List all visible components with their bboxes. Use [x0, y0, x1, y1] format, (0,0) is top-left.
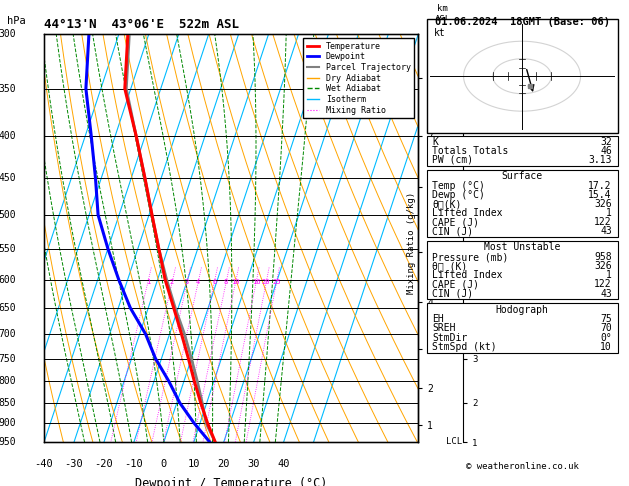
Text: 6: 6	[212, 279, 216, 285]
Text: Dewp (°C): Dewp (°C)	[432, 190, 485, 200]
Text: 700: 700	[0, 329, 16, 339]
Text: 450: 450	[0, 173, 16, 183]
Text: Pressure (mb): Pressure (mb)	[432, 252, 509, 262]
Text: -40: -40	[35, 459, 53, 469]
Text: Temp (°C): Temp (°C)	[432, 181, 485, 191]
Text: Totals Totals: Totals Totals	[432, 146, 509, 156]
Text: 10: 10	[600, 342, 612, 352]
Text: 958: 958	[594, 252, 612, 262]
Text: 17.2: 17.2	[588, 181, 612, 191]
Text: 1: 1	[606, 208, 612, 218]
Bar	[426, 136, 618, 166]
Bar	[426, 241, 618, 299]
Text: 4: 4	[196, 279, 200, 285]
Text: 500: 500	[0, 210, 16, 220]
Text: 3.13: 3.13	[588, 155, 612, 165]
Text: 550: 550	[0, 243, 16, 254]
Text: 8: 8	[224, 279, 228, 285]
Bar	[426, 303, 618, 353]
Text: 950: 950	[0, 437, 16, 447]
Text: -10: -10	[125, 459, 143, 469]
Text: 900: 900	[0, 418, 16, 428]
Text: 44°13'N  43°06'E  522m ASL: 44°13'N 43°06'E 522m ASL	[44, 18, 239, 32]
Text: 122: 122	[594, 279, 612, 289]
Text: CIN (J): CIN (J)	[432, 226, 474, 236]
Text: 326: 326	[594, 261, 612, 271]
Text: 350: 350	[0, 84, 16, 94]
Text: CIN (J): CIN (J)	[432, 289, 474, 298]
Text: Most Unstable: Most Unstable	[484, 243, 560, 252]
Text: 10: 10	[231, 279, 240, 285]
Text: K: K	[432, 137, 438, 147]
Text: 600: 600	[0, 275, 16, 284]
Text: CAPE (J): CAPE (J)	[432, 217, 479, 227]
Text: Lifted Index: Lifted Index	[432, 208, 503, 218]
Text: 650: 650	[0, 303, 16, 313]
Text: PW (cm): PW (cm)	[432, 155, 474, 165]
Text: StmSpd (kt): StmSpd (kt)	[432, 342, 497, 352]
Bar	[426, 170, 618, 237]
Text: 25: 25	[272, 279, 281, 285]
Text: 01.06.2024  18GMT (Base: 06): 01.06.2024 18GMT (Base: 06)	[435, 17, 610, 27]
Text: 326: 326	[594, 199, 612, 209]
Text: 3: 3	[185, 279, 189, 285]
Text: 16: 16	[252, 279, 260, 285]
Text: 2: 2	[170, 279, 174, 285]
Text: StmDir: StmDir	[432, 332, 467, 343]
Text: 75: 75	[600, 314, 612, 324]
Bar	[426, 19, 618, 133]
Text: 0: 0	[160, 459, 167, 469]
Text: Lifted Index: Lifted Index	[432, 270, 503, 280]
Text: 800: 800	[0, 376, 16, 386]
Text: 15.4: 15.4	[588, 190, 612, 200]
Text: 20: 20	[262, 279, 270, 285]
Text: 0°: 0°	[600, 332, 612, 343]
Text: -20: -20	[94, 459, 113, 469]
Text: 70: 70	[600, 324, 612, 333]
Text: 46: 46	[600, 146, 612, 156]
Text: © weatheronline.co.uk: © weatheronline.co.uk	[465, 462, 579, 470]
Text: hPa: hPa	[6, 16, 25, 26]
Text: Hodograph: Hodograph	[496, 305, 548, 315]
Text: 122: 122	[594, 217, 612, 227]
Text: θᴄ(K): θᴄ(K)	[432, 199, 462, 209]
Text: Surface: Surface	[501, 171, 543, 181]
Text: 43: 43	[600, 226, 612, 236]
Text: 750: 750	[0, 353, 16, 364]
Text: 10: 10	[187, 459, 200, 469]
Text: 850: 850	[0, 398, 16, 408]
Text: 40: 40	[277, 459, 290, 469]
Text: 32: 32	[600, 137, 612, 147]
Text: 30: 30	[247, 459, 260, 469]
Text: SREH: SREH	[432, 324, 456, 333]
Text: km
ASL: km ASL	[435, 4, 450, 24]
Text: Mixing Ratio (g/kg): Mixing Ratio (g/kg)	[408, 192, 416, 294]
Text: 1: 1	[606, 270, 612, 280]
Text: 1: 1	[146, 279, 150, 285]
Text: 300: 300	[0, 29, 16, 39]
Text: -30: -30	[65, 459, 84, 469]
Text: Dewpoint / Temperature (°C): Dewpoint / Temperature (°C)	[135, 477, 327, 486]
Text: EH: EH	[432, 314, 444, 324]
Text: 400: 400	[0, 131, 16, 141]
Text: kt: kt	[435, 28, 446, 38]
Text: 20: 20	[218, 459, 230, 469]
Text: LCL: LCL	[447, 437, 462, 446]
Text: θᴄ (K): θᴄ (K)	[432, 261, 467, 271]
Text: CAPE (J): CAPE (J)	[432, 279, 479, 289]
Legend: Temperature, Dewpoint, Parcel Trajectory, Dry Adiabat, Wet Adiabat, Isotherm, Mi: Temperature, Dewpoint, Parcel Trajectory…	[303, 38, 414, 118]
Text: 43: 43	[600, 289, 612, 298]
